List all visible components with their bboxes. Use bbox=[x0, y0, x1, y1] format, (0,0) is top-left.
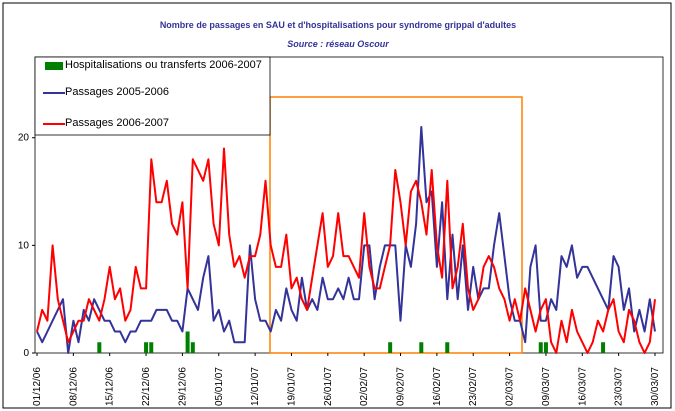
bar bbox=[149, 342, 154, 353]
y-tick-label: 0 bbox=[23, 348, 29, 359]
legend-entry: Hospitalisations ou transferts 2006-2007 bbox=[65, 59, 262, 71]
legend-label: Hospitalisations ou transferts 2006-2007 bbox=[65, 59, 262, 71]
x-tick-label: 23/02/07 bbox=[468, 367, 479, 406]
chart-subtitle: Source : réseau Oscour bbox=[287, 39, 389, 49]
x-tick-label: 22/12/06 bbox=[141, 367, 152, 406]
bar bbox=[538, 342, 543, 353]
bar bbox=[190, 342, 195, 353]
bar bbox=[445, 342, 450, 353]
x-tick-label: 02/02/07 bbox=[359, 367, 370, 406]
legend-swatch bbox=[45, 62, 63, 70]
legend-label: Passages 2006-2007 bbox=[65, 117, 169, 129]
x-tick-label: 02/03/07 bbox=[505, 367, 516, 406]
x-tick-label: 05/01/07 bbox=[214, 367, 225, 406]
x-tick-label: 26/01/07 bbox=[323, 367, 334, 406]
bar bbox=[601, 342, 606, 353]
x-tick-label: 09/02/07 bbox=[396, 367, 407, 406]
bar bbox=[144, 342, 149, 353]
chart-title: Nombre de passages en SAU et d'hospitali… bbox=[160, 20, 516, 30]
x-tick-label: 16/02/07 bbox=[432, 367, 443, 406]
legend-box bbox=[34, 56, 271, 136]
x-tick-label: 19/01/07 bbox=[286, 367, 297, 406]
x-tick-label: 09/03/07 bbox=[541, 367, 552, 406]
line bbox=[36, 126, 656, 354]
bar bbox=[388, 342, 393, 353]
x-tick-label: 12/01/07 bbox=[250, 367, 261, 406]
y-tick-label: 20 bbox=[18, 133, 30, 144]
line bbox=[36, 147, 656, 354]
x-tick-label: 30/03/07 bbox=[650, 367, 661, 406]
legend-entry: Passages 2006-2007 bbox=[65, 117, 169, 129]
bar bbox=[185, 331, 190, 353]
legend-entry: Passages 2005-2006 bbox=[65, 86, 169, 98]
bar bbox=[97, 342, 102, 353]
x-tick-label: 01/12/06 bbox=[32, 367, 43, 406]
legend-label: Passages 2005-2006 bbox=[65, 86, 169, 98]
y-tick-label: 10 bbox=[18, 240, 30, 251]
x-tick-label: 23/03/07 bbox=[614, 367, 625, 406]
bar bbox=[419, 342, 424, 353]
x-tick-label: 15/12/06 bbox=[105, 367, 116, 406]
x-tick-label: 29/12/06 bbox=[177, 367, 188, 406]
bar bbox=[543, 342, 548, 353]
x-tick-label: 16/03/07 bbox=[577, 367, 588, 406]
x-tick-label: 08/12/06 bbox=[68, 367, 79, 406]
